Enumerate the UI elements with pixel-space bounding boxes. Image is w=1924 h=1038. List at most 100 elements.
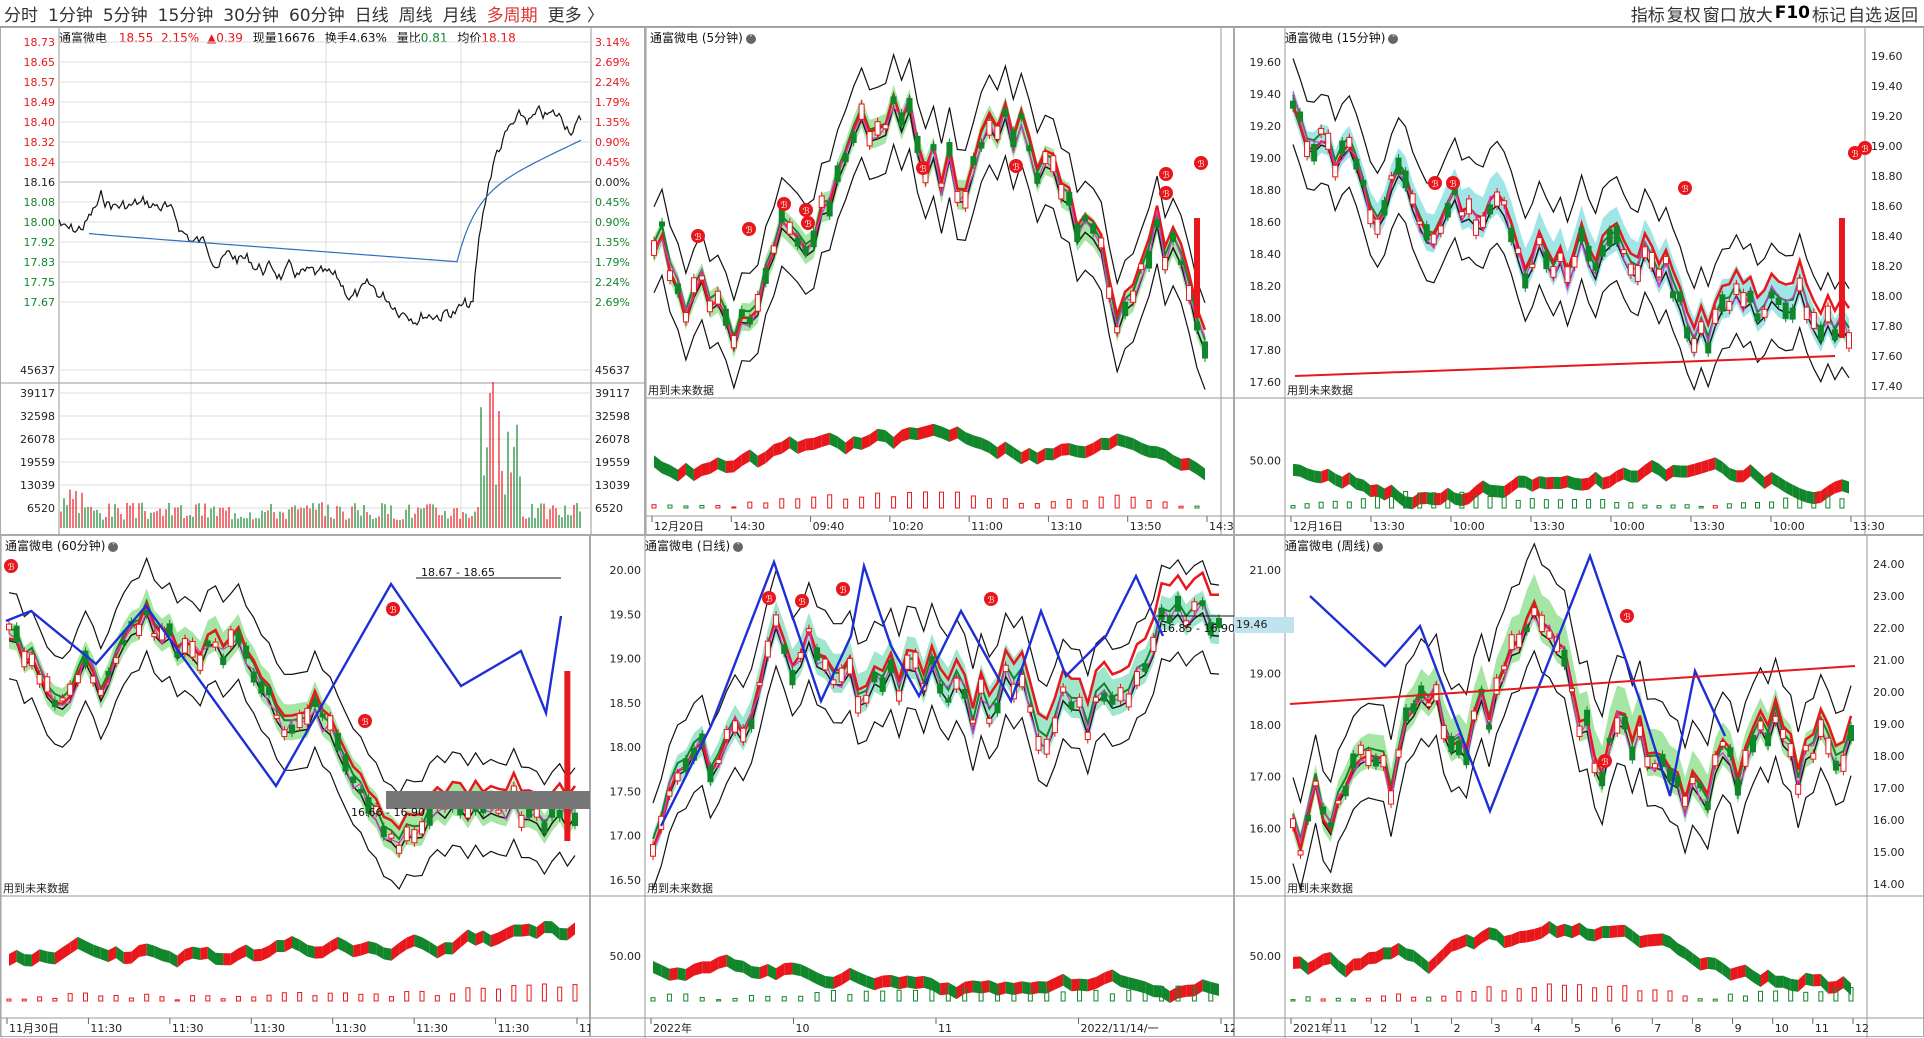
candle-body <box>1402 170 1409 189</box>
tab-0[interactable]: 分时 <box>4 5 38 26</box>
macd-ribbon <box>669 967 678 981</box>
chevron-down-icon[interactable]: ˅ <box>1373 542 1384 552</box>
tab-8[interactable]: 月线 <box>442 5 477 26</box>
candle-body <box>44 676 51 693</box>
macd-ribbon <box>845 436 854 455</box>
chevron-down-icon[interactable]: ˅ <box>1388 34 1399 44</box>
candle-body <box>1557 252 1564 262</box>
macd-ribbon <box>1120 974 1129 990</box>
chevron-down-icon[interactable]: ˅ <box>733 542 744 552</box>
weekly-panel[interactable]: 通富微电 (周线)˅ 21.00 20.00 19.00 18.00 17.00 16.0… <box>1234 535 1924 1038</box>
signal-marker-0 <box>762 591 776 605</box>
zigzag-line <box>1309 552 1727 815</box>
intraday-panel[interactable]: 通富微电 18.55 2.15% ▲0.39 现量16676 换手4.63% 量… <box>0 27 646 536</box>
macd-ribbon <box>685 963 695 982</box>
tab-6[interactable]: 日线 <box>354 5 389 26</box>
candle-body <box>1561 649 1568 667</box>
candle-body <box>212 641 219 648</box>
macd-ribbon <box>1323 951 1331 966</box>
signal-marker-7 <box>1159 167 1173 181</box>
signal-marker-glyph-5: ℬ <box>919 165 926 175</box>
macd-ribbon <box>39 949 48 964</box>
daily-panel[interactable]: 通富微电 (日线) ˅ 20.00 19.50 19.00 18.50 18.00 17.5… <box>590 535 1235 1038</box>
tool-1[interactable]: 复权 <box>1666 5 1701 26</box>
macd-ribbon <box>85 940 94 957</box>
candle-body <box>969 719 976 724</box>
tab-9[interactable]: 多周期 <box>486 5 538 26</box>
candle-body <box>732 720 739 733</box>
price-tick-8: 18.08 <box>24 196 56 209</box>
macd-ribbon <box>399 937 407 955</box>
candle-body <box>1332 164 1339 178</box>
price-tick-r-7: 18.20 <box>1871 260 1903 273</box>
chevron-down-icon[interactable]: ˅ <box>108 542 119 552</box>
candle-body <box>1138 263 1145 271</box>
pct-tick-10: 1.35% <box>595 236 630 249</box>
ma-line-magenta <box>652 600 1220 853</box>
cursor-price-label: 19.46 <box>1234 617 1294 633</box>
tool-0[interactable]: 指标 <box>1630 5 1665 26</box>
15min-panel[interactable]: 通富微电 (15分钟) ˅ 19.60 19.40 19.20 19.00 18.80 18… <box>1234 27 1924 536</box>
5min-title: 通富微电 (5分钟) ˅ <box>650 29 756 46</box>
candle-body <box>1569 688 1575 693</box>
vol-tick-l-2: 32598 <box>20 410 55 423</box>
5min-panel[interactable]: 通富微电 (5分钟) ˅ 用到未来数据 ℬ ℬ ℬ ℬ ℬ ℬ ℬ ℬ ℬ ℬ 12月20日 14:30 0… <box>645 27 1235 536</box>
macd-ribbon <box>506 924 514 941</box>
tab-10[interactable]: 更多 〉 <box>547 5 604 26</box>
bollinger-upper <box>653 52 1206 304</box>
candle-body <box>1027 706 1034 713</box>
macd-ribbon <box>1157 446 1166 461</box>
candle-body <box>380 825 387 838</box>
candle-body <box>1381 200 1388 216</box>
x-label-6: 13:50 <box>1130 520 1162 533</box>
weekly-title: 通富微电 (周线) ˅ <box>1285 537 1384 554</box>
5min-title-text: 通富微电 (5分钟) <box>650 31 743 45</box>
candle-body <box>1010 129 1017 147</box>
long-ma-red <box>1294 355 1836 377</box>
candle-body <box>1416 220 1423 225</box>
macd-hist <box>1614 502 1620 509</box>
macd-ribbon <box>1342 472 1350 489</box>
chevron-down-icon[interactable]: ˅ <box>745 34 756 44</box>
60min-panel[interactable]: 通富微电 (60分钟) ˅ 用到未来数据 ℬ ℬ ℬ 11月30日 11:30 11:30 11… <box>0 535 591 1038</box>
candle-body <box>1374 218 1381 235</box>
tab-7[interactable]: 周线 <box>398 5 433 26</box>
macd-ribbon <box>131 944 140 964</box>
tool-5[interactable]: 标记 <box>1812 5 1846 26</box>
macd-ribbon <box>1743 464 1751 483</box>
x-label-4: 12 <box>1223 1022 1235 1035</box>
candle-body <box>1840 754 1847 772</box>
candle-body <box>296 713 303 729</box>
macd-ribbon <box>685 462 694 482</box>
tab-3[interactable]: 15分钟 <box>157 5 214 26</box>
candle-body <box>1508 227 1515 243</box>
candle-body <box>1740 292 1747 308</box>
candle-body <box>1098 237 1105 249</box>
candle-body <box>289 724 295 734</box>
price-tick-9: 17.80 <box>1250 344 1282 357</box>
tool-7[interactable]: 返回 <box>1884 5 1918 26</box>
macd-ribbon <box>161 948 170 964</box>
pct-tick-13: 2.69% <box>595 296 630 309</box>
macd-hist <box>1833 988 1839 1002</box>
tab-1[interactable]: 1分钟 <box>48 5 93 26</box>
tab-5[interactable]: 60分钟 <box>288 5 345 26</box>
tool-4[interactable]: F10 <box>1774 3 1810 23</box>
tab-4[interactable]: 30分钟 <box>223 5 279 26</box>
macd-ribbon <box>1778 476 1786 493</box>
macd-hist <box>1060 991 1066 1002</box>
macd-hist <box>1389 495 1395 509</box>
candle-body <box>1084 731 1091 741</box>
macd-ribbon <box>1654 933 1663 946</box>
tool-3[interactable]: 放大 <box>1738 5 1773 26</box>
macd-hist <box>1628 502 1634 509</box>
candle-body <box>1339 140 1346 154</box>
macd-ribbon <box>1805 972 1814 987</box>
tab-2[interactable]: 5分钟 <box>102 5 148 26</box>
macd-hist <box>1403 490 1409 509</box>
tool-6[interactable]: 自选 <box>1848 5 1882 26</box>
tool-2[interactable]: 窗口 <box>1702 5 1737 26</box>
macd-ribbon <box>759 963 768 980</box>
macd-hist <box>843 498 849 509</box>
macd-ribbon <box>767 963 777 981</box>
